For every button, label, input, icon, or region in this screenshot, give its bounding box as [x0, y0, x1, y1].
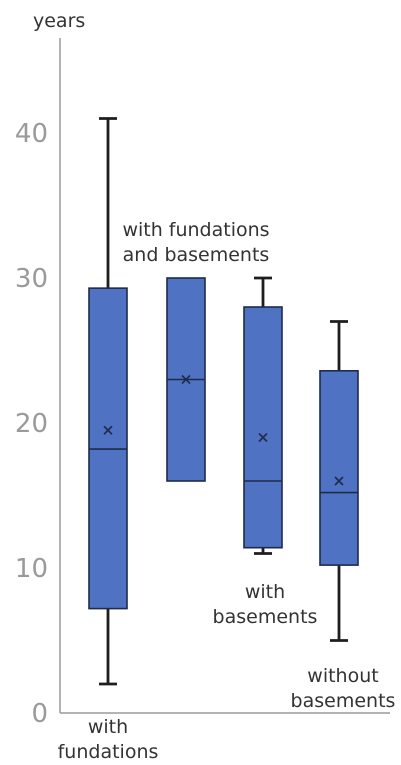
box-group	[243, 276, 283, 555]
category-label: with	[245, 581, 285, 603]
category-label: basements	[213, 606, 318, 628]
box-group	[319, 320, 359, 642]
y-ticks: 0 10 20 30 40	[15, 119, 48, 729]
mean-marker-stroke	[103, 425, 113, 435]
mean-marker-stroke	[258, 432, 268, 443]
mean-marker	[334, 476, 344, 486]
y-tick-label: 0	[31, 699, 48, 729]
y-tick-label: 20	[15, 409, 48, 439]
category-label: without	[307, 665, 378, 687]
y-tick-label: 30	[15, 264, 48, 294]
category-label: with	[88, 716, 128, 738]
category-label: fundations	[58, 741, 159, 763]
y-axis-label: years	[33, 10, 85, 32]
category-label: with fundations	[122, 219, 269, 241]
iqr-box	[319, 369, 359, 566]
mean-marker	[103, 425, 113, 435]
axes: years	[33, 10, 390, 714]
iqr-box	[243, 306, 283, 549]
boxes	[88, 117, 359, 686]
mean-marker	[181, 374, 191, 385]
category-label: basements	[291, 690, 396, 712]
category-label: and basements	[123, 244, 270, 266]
mean-marker-stroke	[181, 374, 191, 385]
box-group	[88, 117, 128, 686]
y-tick-label: 10	[15, 554, 48, 584]
mean-marker-stroke	[334, 476, 344, 486]
category-labels: with fundations with fundations and basemen…	[58, 219, 396, 763]
y-tick-label: 40	[15, 119, 48, 149]
mean-marker	[258, 432, 268, 443]
box-group	[166, 277, 206, 482]
